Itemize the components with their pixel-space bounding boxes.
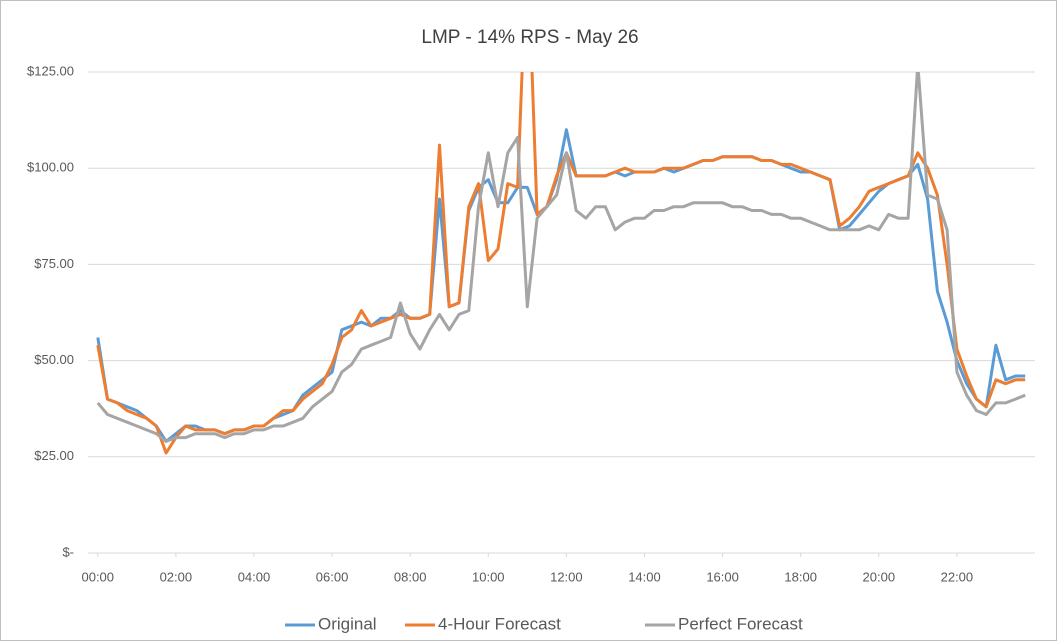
x-tick-label: 14:00 [628, 569, 661, 584]
x-tick-label: 20:00 [863, 569, 896, 584]
x-tick-label: 12:00 [550, 569, 583, 584]
x-tick-label: 08:00 [394, 569, 427, 584]
series-line [96, 72, 1026, 443]
y-tick-label: $75.00 [34, 256, 74, 271]
y-tick-label: $125.00 [27, 63, 74, 78]
y-tick-label: $100.00 [27, 160, 74, 175]
x-tick-label: 00:00 [81, 569, 114, 584]
x-tick-label: 10:00 [472, 569, 505, 584]
x-tick-label: 22:00 [941, 569, 974, 584]
chart-title: LMP - 14% RPS - May 26 [421, 27, 638, 48]
series-line [96, 72, 1026, 455]
x-tick-label: 04:00 [238, 569, 271, 584]
legend-label: Original [318, 614, 377, 633]
y-tick-label: $25.00 [34, 448, 74, 463]
plot-area [96, 72, 1026, 455]
x-tick-label: 06:00 [316, 569, 349, 584]
x-tick-label: 18:00 [784, 569, 817, 584]
x-tick-label: 02:00 [160, 569, 193, 584]
legend-label: 4-Hour Forecast [438, 614, 561, 633]
y-tick-label: $- [62, 544, 74, 559]
x-tick-label: 16:00 [706, 569, 739, 584]
y-tick-label: $50.00 [34, 352, 74, 367]
legend-label: Perfect Forecast [678, 614, 803, 633]
